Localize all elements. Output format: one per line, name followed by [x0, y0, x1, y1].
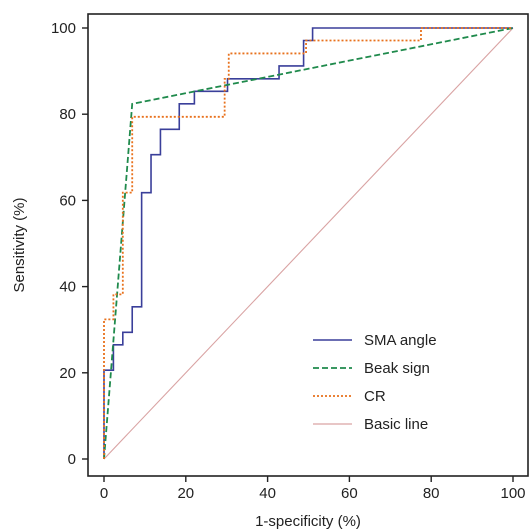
x-tick-label: 20 [177, 485, 194, 502]
legend-label: Beak sign [364, 360, 430, 377]
plot-frame [87, 13, 529, 477]
series-line-cr [103, 27, 513, 459]
y-tick-label: 80 [59, 106, 76, 123]
y-tick-label: 40 [59, 279, 76, 296]
y-tick-label: 100 [51, 20, 76, 37]
y-tick-label: 0 [68, 451, 76, 468]
legend-label: CR [364, 388, 386, 405]
legend-label: SMA angle [364, 332, 437, 349]
plot-area [103, 27, 514, 460]
x-tick-label: 60 [341, 485, 358, 502]
x-tick-label: 40 [259, 485, 276, 502]
series-line-basic-line [103, 27, 514, 460]
axes: 0 20 40 60 80 100 0 20 40 60 80 100 [51, 13, 529, 502]
y-tick-label: 20 [59, 365, 76, 382]
x-axis-title: 1-specificity (%) [255, 513, 361, 530]
y-axis-title: Sensitivity (%) [11, 197, 28, 292]
x-tick-label: 0 [100, 485, 108, 502]
x-tick-label: 80 [423, 485, 440, 502]
y-tick-label: 60 [59, 192, 76, 209]
series-line-beak-sign [103, 27, 514, 460]
series-line-sma-angle [103, 27, 513, 459]
legend: SMA angle Beak sign CR Basic line [313, 332, 437, 433]
legend-label: Basic line [364, 416, 428, 433]
x-tick-label: 100 [500, 485, 525, 502]
